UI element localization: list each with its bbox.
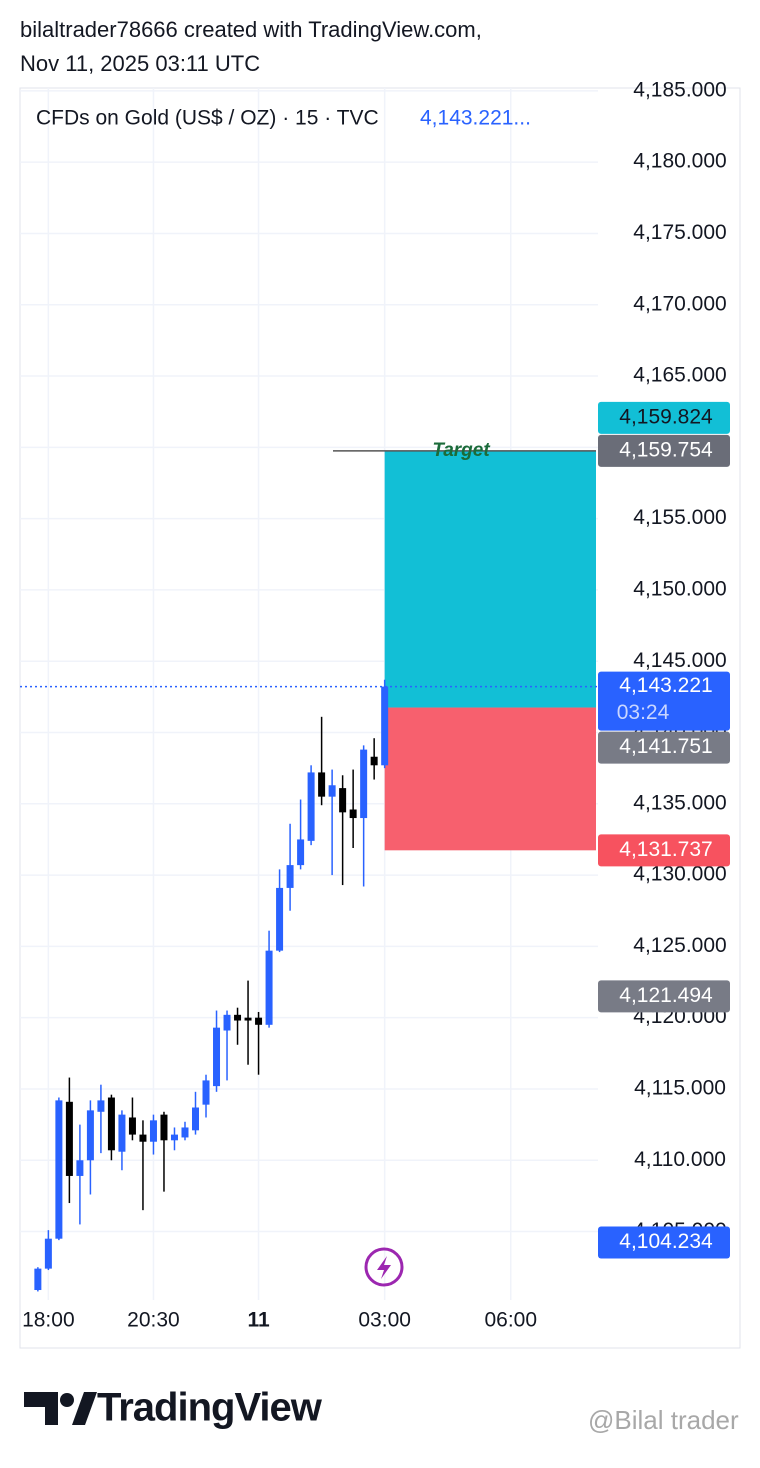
y-tick-label: 4,110.000 — [634, 1148, 726, 1171]
candle-body — [65, 1101, 73, 1176]
candle-body — [213, 1027, 221, 1087]
logo-text: TradingView — [97, 1386, 323, 1430]
y-tick-label: 4,135.000 — [633, 791, 726, 814]
y-tick-label: 4,115.000 — [634, 1077, 726, 1100]
price-badge — [598, 731, 730, 764]
y-tick-label: 4,165.000 — [633, 364, 726, 387]
candle-body — [76, 1160, 84, 1176]
candle-body — [118, 1114, 126, 1152]
plot — [20, 450, 598, 1292]
overlay: Target 4,143.221 03:24 4,159.754 4,141.751 4,… — [432, 401, 730, 1259]
candle-body — [97, 1100, 105, 1112]
countdown-label: 03:24 — [617, 701, 670, 724]
last-price-badge — [598, 671, 730, 731]
price-badge — [598, 1226, 730, 1259]
logo — [24, 1392, 97, 1425]
y-tick-label: 4,145.000 — [633, 649, 726, 672]
price-badge — [598, 401, 730, 434]
y-tick-label: 4,170.000 — [633, 292, 726, 315]
header-line: bilaltrader78666 created with TradingVie… — [20, 17, 482, 42]
candle-body — [255, 1017, 263, 1025]
loss-zone — [384, 707, 596, 851]
y-tick-label: 4,185.000 — [633, 78, 726, 101]
candle-body — [328, 785, 336, 797]
candle-body — [223, 1014, 231, 1031]
x-tick-label: 03:00 — [358, 1309, 411, 1332]
candle-body — [286, 865, 294, 888]
candle-body — [202, 1080, 210, 1105]
price-badge-label: 4,159.824 — [619, 405, 713, 428]
y-tick-label: 4,180.000 — [633, 150, 726, 173]
candle-body — [107, 1097, 115, 1151]
price-badge — [598, 980, 730, 1013]
candle-body — [86, 1110, 94, 1161]
price-badge-label: 4,141.751 — [619, 735, 712, 758]
candle-body — [192, 1107, 200, 1131]
watermark: @Bilal trader — [588, 1405, 739, 1435]
x-tick-label: 06:00 — [484, 1309, 537, 1332]
candle-body — [244, 1017, 252, 1021]
candle-body — [265, 950, 273, 1025]
symbol-title: CFDs on Gold (US$ / OZ) · 15 · TVC — [36, 107, 379, 130]
candle-body — [297, 839, 305, 866]
price-badge-label: 4,159.754 — [619, 438, 713, 461]
candle-body — [307, 772, 315, 841]
y-tick-label: 4,150.000 — [633, 577, 726, 600]
candle-body — [381, 686, 389, 766]
candle-body — [55, 1100, 63, 1239]
price-badge-label: 4,131.737 — [619, 838, 712, 861]
candle-body — [349, 809, 357, 819]
candle-body — [276, 887, 284, 951]
header-line: Nov 11, 2025 03:11 UTC — [20, 51, 260, 76]
price-badge — [598, 834, 730, 867]
candle-body — [44, 1238, 52, 1269]
candle-body — [370, 756, 378, 766]
target-label: Target — [432, 440, 490, 461]
lightning-icon — [364, 1247, 404, 1287]
candle-body — [181, 1127, 189, 1138]
price-badge — [598, 434, 730, 467]
candle-body — [234, 1014, 242, 1021]
candle-body — [149, 1120, 157, 1142]
candle-body — [160, 1114, 168, 1141]
candle-body — [339, 788, 347, 813]
price-badge-label: 4,121.494 — [619, 984, 713, 1007]
candle-body — [34, 1268, 42, 1291]
profit-zone — [384, 450, 596, 708]
x-tick-label: 18:00 — [22, 1309, 75, 1332]
y-tick-label: 4,175.000 — [633, 221, 726, 244]
last-price-label: 4,143.221 — [619, 674, 712, 697]
price-title: 4,143.221... — [420, 107, 531, 130]
y-tick-label: 4,130.000 — [633, 863, 726, 886]
x-tick-label: 20:30 — [127, 1309, 180, 1332]
price-badge-label: 4,104.234 — [619, 1230, 713, 1253]
candle-body — [128, 1117, 136, 1135]
candle-body — [170, 1134, 178, 1141]
candle-body — [139, 1134, 147, 1142]
candle-body — [360, 749, 368, 819]
x-tick-label: 11 — [247, 1309, 270, 1332]
y-tick-label: 4,155.000 — [633, 506, 726, 529]
y-tick-label: 4,125.000 — [633, 934, 726, 957]
candle-body — [318, 772, 326, 797]
